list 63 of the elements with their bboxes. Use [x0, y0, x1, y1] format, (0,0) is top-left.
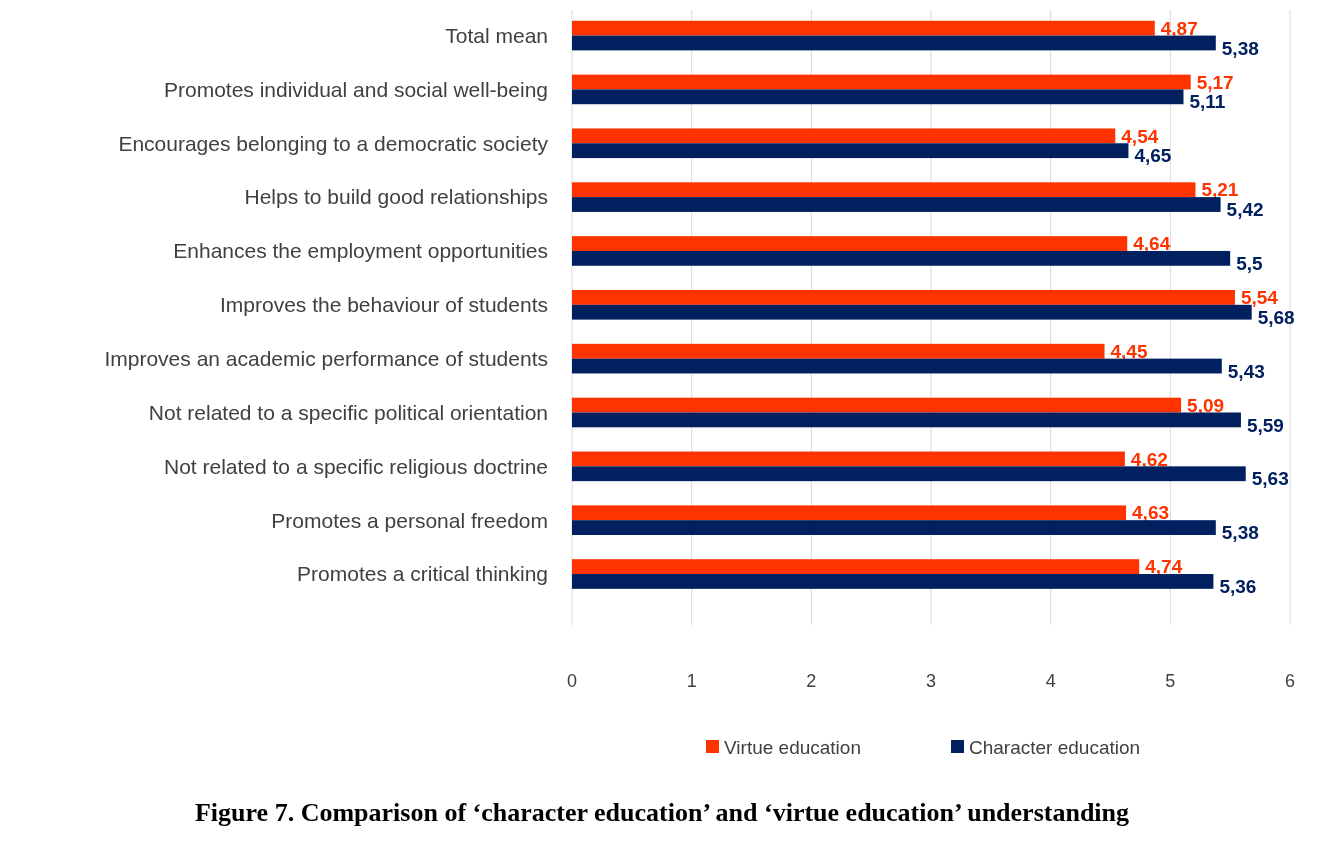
bar: [572, 74, 1191, 90]
data-label: 5,21: [1201, 179, 1239, 201]
bar: [572, 451, 1125, 467]
data-label: 4,45: [1110, 340, 1148, 362]
bar: [572, 35, 1216, 51]
bar: [572, 505, 1127, 521]
bar: [572, 289, 1235, 305]
y-tick-label: Improves the behaviour of students: [219, 293, 548, 317]
y-tick-label: Promotes a critical thinking: [297, 562, 548, 586]
x-tick-label: 1: [686, 671, 697, 691]
bar: [572, 343, 1105, 359]
data-label: 5,38: [1221, 522, 1259, 544]
bar: [572, 520, 1216, 535]
data-label: 4,62: [1130, 448, 1168, 470]
data-label: 5,17: [1196, 71, 1234, 93]
y-tick-label: Not related to a specific political orientation: [148, 400, 548, 424]
bar: [572, 397, 1182, 413]
data-label: 4,87: [1160, 17, 1198, 39]
data-label: 5,63: [1251, 468, 1289, 490]
data-label: 4,74: [1145, 556, 1183, 578]
data-label: 5,68: [1257, 306, 1295, 328]
y-tick-label: Total mean: [445, 23, 548, 47]
bar: [572, 574, 1214, 589]
y-tick-label: Helps to build good relationships: [244, 185, 548, 209]
y-tick-label: Not related to a specific religious doctrine: [163, 454, 548, 478]
bar: [572, 128, 1116, 144]
bar: [572, 197, 1221, 212]
data-label: 5,09: [1187, 394, 1225, 416]
bar: [572, 182, 1196, 198]
data-label: 5,36: [1219, 576, 1257, 598]
y-tick-label: Promotes individual and social well-being: [163, 77, 548, 101]
bar: [572, 236, 1128, 251]
x-tick-label: 4: [1045, 671, 1056, 691]
bar: [572, 559, 1140, 575]
x-tick-label: 0: [566, 671, 578, 691]
data-label: 5,54: [1240, 287, 1279, 309]
bar: [572, 89, 1184, 105]
data-label: 5,5: [1236, 253, 1264, 275]
data-label: 5,42: [1226, 199, 1264, 221]
data-label: 5,11: [1189, 91, 1226, 113]
legend-label: Virtue education: [724, 736, 861, 758]
data-label: 5,43: [1227, 360, 1265, 382]
legend-label: Character education: [969, 736, 1141, 758]
text: Figure 7. Comparison of ‘character education’ and ‘virtue education’ understanding: [194, 798, 1130, 828]
data-label: 5,38: [1221, 37, 1259, 59]
bar: [572, 358, 1222, 374]
data-label: 5,59: [1246, 414, 1284, 436]
y-tick-label: Enhances the employment opportunities: [173, 239, 548, 263]
y-tick-label: Encourages belonging to a democratic society: [118, 131, 549, 155]
x-tick-label: 5: [1165, 671, 1176, 691]
bar: [572, 20, 1155, 36]
data-label: 4,63: [1132, 502, 1170, 524]
y-tick-label: Improves an academic performance of students: [104, 346, 548, 370]
x-tick-label: 3: [925, 671, 937, 691]
data-label: 4,65: [1134, 145, 1172, 167]
x-tick-label: 6: [1284, 671, 1296, 691]
bar: [572, 250, 1231, 266]
bar: [572, 412, 1241, 428]
y-tick-label: Promotes a personal freedom: [271, 508, 548, 532]
bar: [572, 466, 1246, 482]
x-tick-label: 2: [806, 671, 817, 691]
data-label: 4,54: [1121, 125, 1159, 147]
data-label: 4,64: [1133, 233, 1171, 255]
